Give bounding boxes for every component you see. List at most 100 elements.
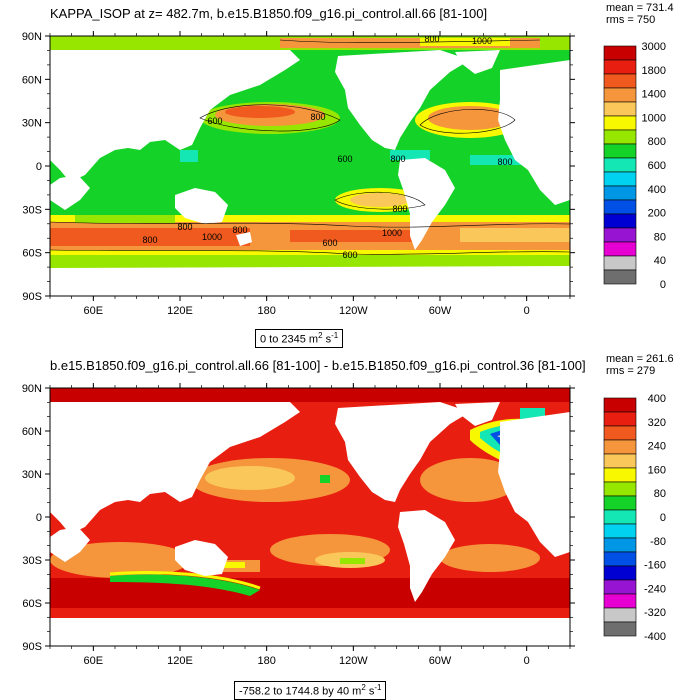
lon-label: 60E	[84, 655, 104, 667]
colorbar-swatch	[603, 593, 637, 609]
lon-label: 120E	[167, 655, 193, 667]
lat-label: 60S	[22, 598, 42, 610]
colorbar-label: 600	[648, 160, 666, 172]
lon-label: 60W	[429, 305, 452, 317]
contour-label: 800	[497, 157, 512, 167]
contour-label: 800	[424, 34, 439, 44]
colorbar-label: -160	[644, 560, 666, 572]
panel2-range-exp2: -1	[374, 683, 382, 692]
panel2-range-box: -758.2 to 1744.8 by 40 m2 s-1	[234, 681, 387, 700]
panel2-rms: rms = 279	[606, 365, 656, 377]
colorbar-swatch	[603, 87, 637, 103]
colorbar-swatch	[603, 411, 637, 427]
colorbar-label: 3000	[642, 41, 666, 53]
contour-label: 600	[322, 238, 337, 248]
colorbar-swatch	[603, 579, 637, 595]
panel1-rms: rms = 750	[606, 14, 656, 26]
colorbar-swatch	[603, 551, 637, 567]
colorbar-label: 1800	[642, 65, 666, 77]
lat-label: 60N	[22, 426, 42, 438]
lat-label: 30S	[22, 204, 42, 216]
lat-label: 90S	[22, 641, 42, 653]
colorbar-label: 400	[648, 184, 666, 196]
panel1-range-text: 0 to 2345 m	[260, 333, 319, 346]
panel1-title: KAPPA_ISOP at z= 482.7m, b.e15.B1850.f09…	[50, 6, 488, 21]
lat-label: 90N	[22, 383, 42, 395]
contour-label: 1000	[472, 36, 492, 46]
colorbar-swatch	[603, 73, 637, 89]
panel2-land	[50, 402, 570, 646]
colorbar-swatch	[603, 115, 637, 131]
contour-label: 800	[392, 204, 407, 214]
colorbar-swatch	[603, 101, 637, 117]
colorbar-label: 800	[648, 136, 666, 148]
lon-label: 120W	[339, 305, 368, 317]
colorbar-swatch	[603, 199, 637, 215]
colorbar-label: 1000	[642, 112, 666, 124]
lat-label: 0	[36, 512, 42, 524]
contour-label: 1000	[382, 228, 402, 238]
colorbar-swatch	[603, 397, 637, 413]
lon-label: 60W	[429, 655, 452, 667]
panel2-range-text: -758.2 to 1744.8 by 40 m	[239, 685, 362, 698]
lon-label: 0	[524, 655, 530, 667]
contour-label: 800	[142, 235, 157, 245]
lon-label: 120E	[167, 305, 193, 317]
panel2-mean: mean = 261.6	[606, 353, 674, 365]
panel1-contours	[50, 39, 570, 255]
colorbar-swatch	[603, 495, 637, 511]
colorbar-label: -240	[644, 583, 666, 595]
colorbar-label: 80	[654, 488, 666, 500]
panel1-map: 90N 60N 30N 0 30S 60S 90S 60E 120E 180 120W 60W 0 80…	[22, 31, 666, 317]
colorbar-label: 400	[648, 393, 666, 405]
colorbar-label: 40	[654, 255, 666, 267]
colorbar-swatch	[603, 565, 637, 581]
contour-label: 600	[207, 116, 222, 126]
colorbar-swatch	[603, 607, 637, 623]
contour-label: 800	[310, 112, 325, 122]
colorbar-swatch	[603, 143, 637, 159]
colorbar-label: -400	[644, 631, 666, 643]
colorbar-swatch	[603, 213, 637, 229]
panel1-land	[50, 50, 570, 296]
colorbar-swatch	[603, 59, 637, 75]
colorbar-swatch	[603, 241, 637, 257]
panel1-range-exp2: -1	[331, 331, 339, 340]
panel2-map: 90N 60N 30N 0 30S 60S 90S 60E 120E 180 120W 60W 0 40…	[22, 383, 666, 667]
colorbar-swatch	[603, 45, 637, 61]
colorbar-label: 1400	[642, 89, 666, 101]
colorbar-swatch	[603, 227, 637, 243]
colorbar-label: -80	[650, 536, 666, 548]
colorbar-swatch	[603, 171, 637, 187]
panel1-mean: mean = 731.4	[606, 2, 674, 14]
colorbar-label: 0	[660, 279, 666, 291]
panel2-range-mid: s	[365, 685, 375, 698]
lon-label: 0	[524, 305, 530, 317]
colorbar-swatch	[603, 537, 637, 553]
contour-label: 600	[337, 154, 352, 164]
lat-label: 0	[36, 161, 42, 173]
colorbar-swatch	[603, 157, 637, 173]
colorbar-label: 160	[648, 464, 666, 476]
lon-label: 180	[257, 655, 275, 667]
panel1-range-box: 0 to 2345 m2 s-1	[255, 329, 344, 348]
colorbar-swatch	[603, 621, 637, 637]
colorbar-swatch	[603, 453, 637, 469]
lat-label: 30N	[22, 118, 42, 130]
lon-label: 180	[257, 305, 275, 317]
colorbar-label: 80	[654, 231, 666, 243]
panel1-range-mid: s	[322, 333, 332, 346]
lat-label: 90N	[22, 31, 42, 43]
lat-label: 60S	[22, 248, 42, 260]
colorbar-swatch	[603, 129, 637, 145]
lon-label: 60E	[84, 305, 104, 317]
colorbar-label: 240	[648, 441, 666, 453]
contour-label: 800	[232, 225, 247, 235]
lat-label: 30S	[22, 555, 42, 567]
colorbar-label: 320	[648, 417, 666, 429]
colorbar-swatch	[603, 439, 637, 455]
colorbar-swatch	[603, 185, 637, 201]
colorbar-label: 0	[660, 512, 666, 524]
contour-label: 1000	[202, 232, 222, 242]
lat-label: 60N	[22, 74, 42, 86]
